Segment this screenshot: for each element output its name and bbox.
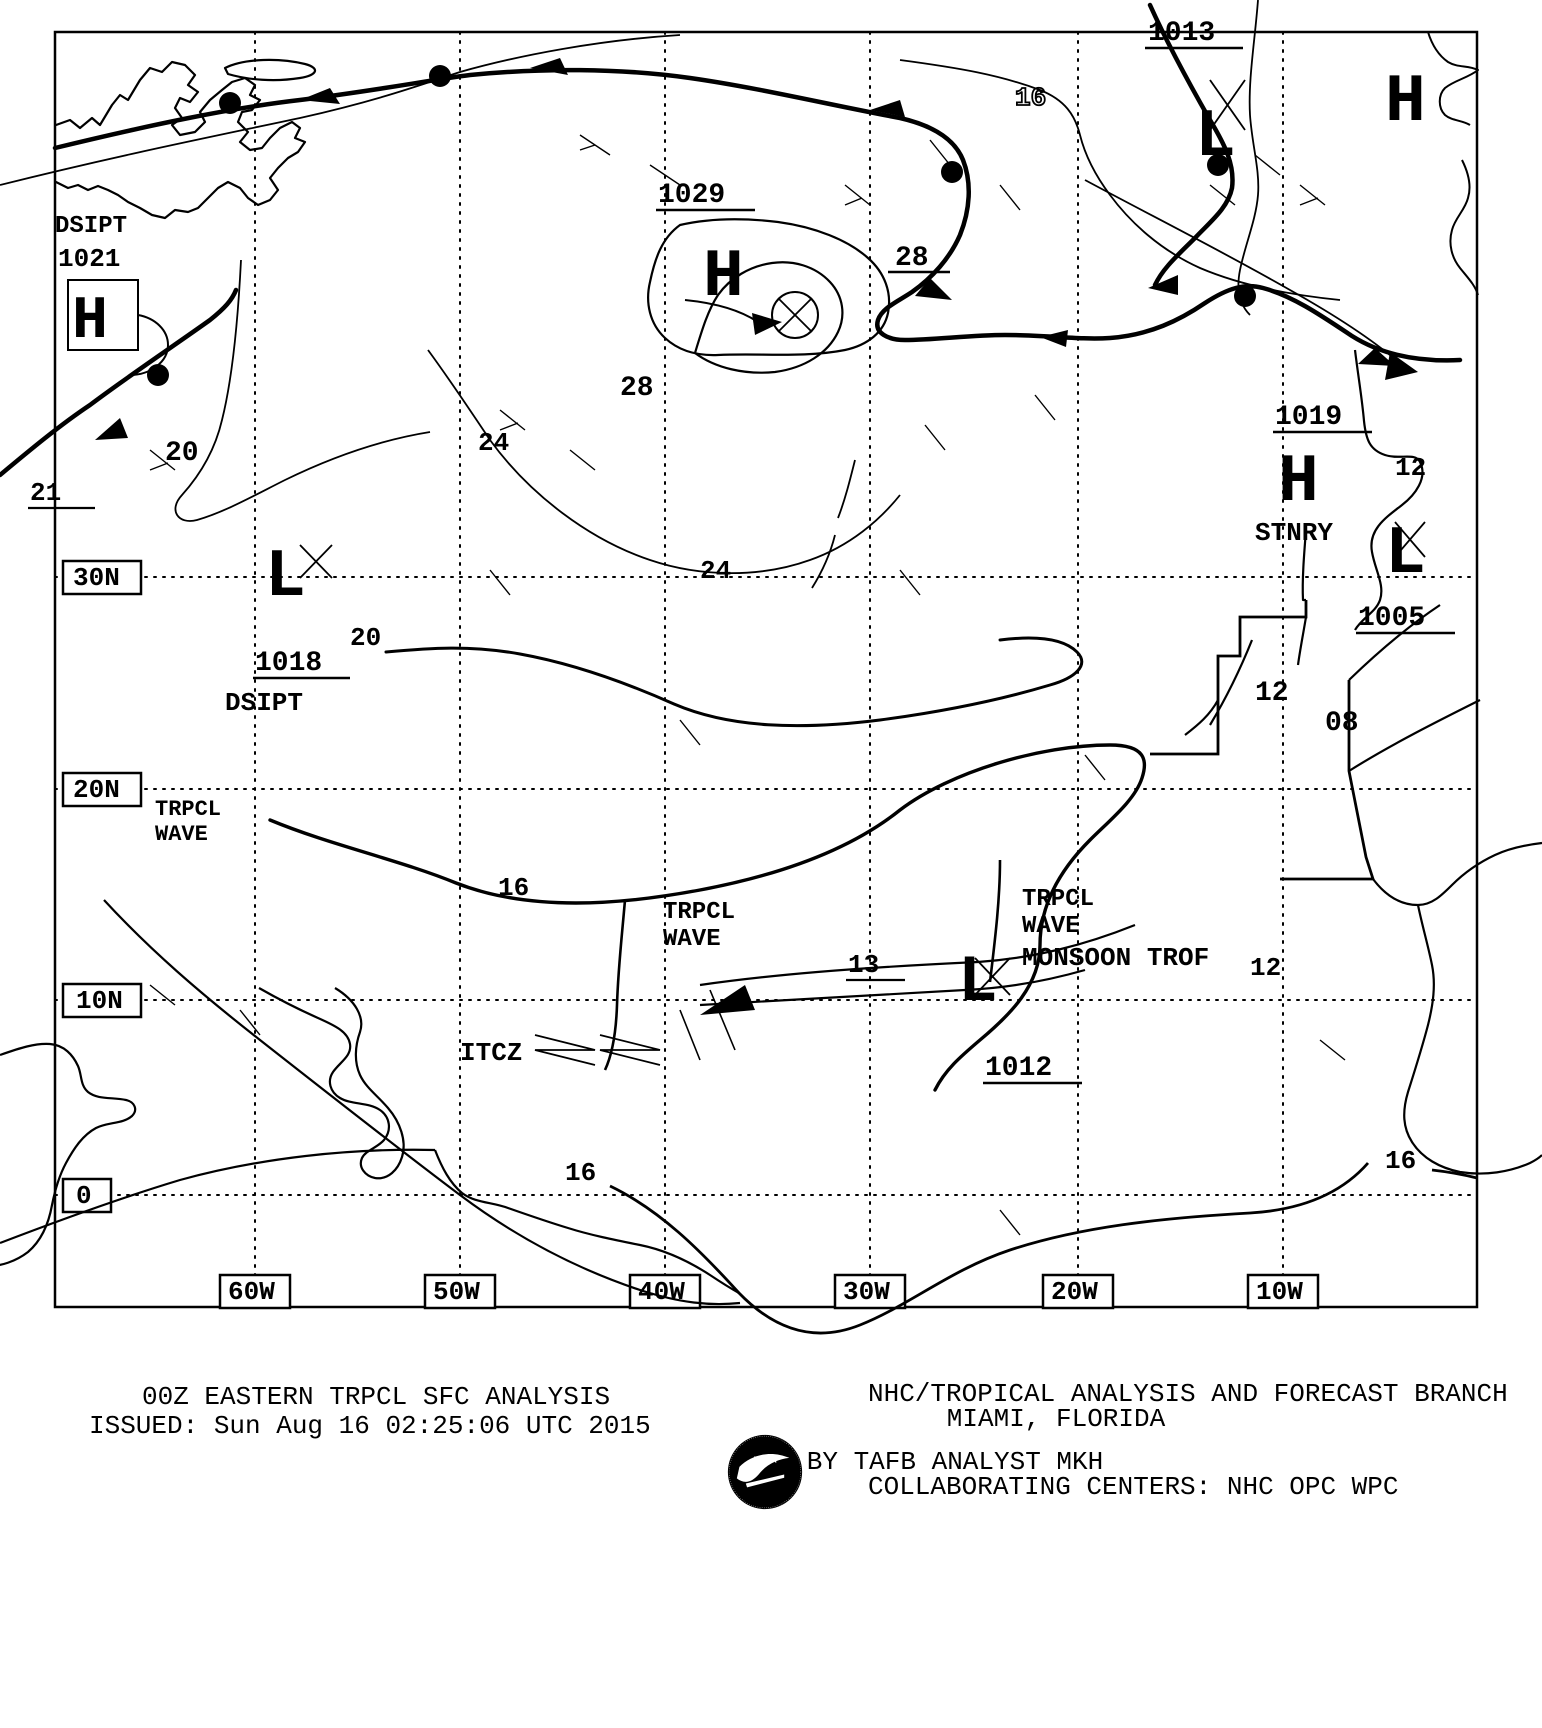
svg-text:28: 28 — [620, 373, 654, 404]
svg-text:WAVE: WAVE — [1022, 913, 1080, 940]
svg-text:L: L — [958, 945, 998, 1020]
svg-text:16: 16 — [1385, 1146, 1416, 1176]
svg-text:16: 16 — [565, 1158, 596, 1188]
svg-text:20: 20 — [165, 438, 199, 469]
svg-text:08: 08 — [1325, 708, 1359, 739]
svg-text:16: 16 — [1015, 83, 1046, 113]
svg-text:WAVE: WAVE — [155, 822, 208, 847]
svg-text:28: 28 — [895, 243, 929, 274]
svg-text:24: 24 — [478, 428, 509, 458]
svg-text:12: 12 — [1395, 453, 1426, 483]
svg-text:H: H — [72, 288, 108, 356]
svg-text:1012: 1012 — [985, 1053, 1052, 1084]
svg-text:20W: 20W — [1051, 1277, 1098, 1307]
svg-text:13: 13 — [848, 950, 879, 980]
svg-text:20: 20 — [350, 623, 381, 653]
svg-text:STNRY: STNRY — [1255, 518, 1333, 548]
svg-text:1005: 1005 — [1358, 603, 1425, 634]
svg-text:TRPCL: TRPCL — [663, 899, 735, 926]
svg-text:DSIPT: DSIPT — [225, 688, 303, 718]
svg-text:60W: 60W — [228, 1277, 275, 1307]
svg-text:H: H — [1278, 444, 1319, 521]
svg-text:16: 16 — [498, 873, 529, 903]
svg-text:H: H — [1385, 64, 1426, 141]
svg-text:12: 12 — [1255, 678, 1289, 709]
svg-text:30W: 30W — [843, 1277, 890, 1307]
svg-text:0: 0 — [76, 1181, 92, 1211]
svg-text:10N: 10N — [76, 986, 123, 1016]
svg-text:COLLABORATING CENTERS: NHC OP: COLLABORATING CENTERS: NHC OPC WPC — [868, 1472, 1399, 1502]
svg-text:1018: 1018 — [255, 648, 322, 679]
svg-text:21: 21 — [30, 478, 61, 508]
svg-text:30N: 30N — [73, 563, 120, 593]
svg-text:10W: 10W — [1256, 1277, 1303, 1307]
svg-text:24: 24 — [700, 556, 731, 586]
svg-text:1029: 1029 — [658, 180, 725, 211]
svg-text:DSIPT: DSIPT — [55, 213, 127, 240]
svg-text:NOAA: NOAA — [753, 1454, 776, 1465]
svg-text:20N: 20N — [73, 775, 120, 805]
svg-text:ITCZ: ITCZ — [460, 1038, 522, 1068]
svg-text:1021: 1021 — [58, 244, 120, 274]
svg-text:WAVE: WAVE — [663, 926, 721, 953]
svg-text:50W: 50W — [433, 1277, 480, 1307]
svg-text:00Z EASTERN TRPCL SFC ANALYSIS: 00Z EASTERN TRPCL SFC ANALYSIS — [142, 1382, 610, 1412]
svg-text:12: 12 — [1250, 953, 1281, 983]
svg-text:1019: 1019 — [1275, 402, 1342, 433]
svg-text:MONSOON TROF: MONSOON TROF — [1022, 943, 1209, 973]
svg-text:ISSUED: Sun Aug 16 02:25:06 UT: ISSUED: Sun Aug 16 02:25:06 UTC 2015 — [89, 1411, 651, 1441]
svg-text:H: H — [703, 239, 744, 316]
svg-text:TRPCL: TRPCL — [155, 797, 221, 822]
svg-text:TRPCL: TRPCL — [1022, 886, 1094, 913]
svg-text:MIAMI, FLORIDA: MIAMI, FLORIDA — [947, 1404, 1166, 1434]
